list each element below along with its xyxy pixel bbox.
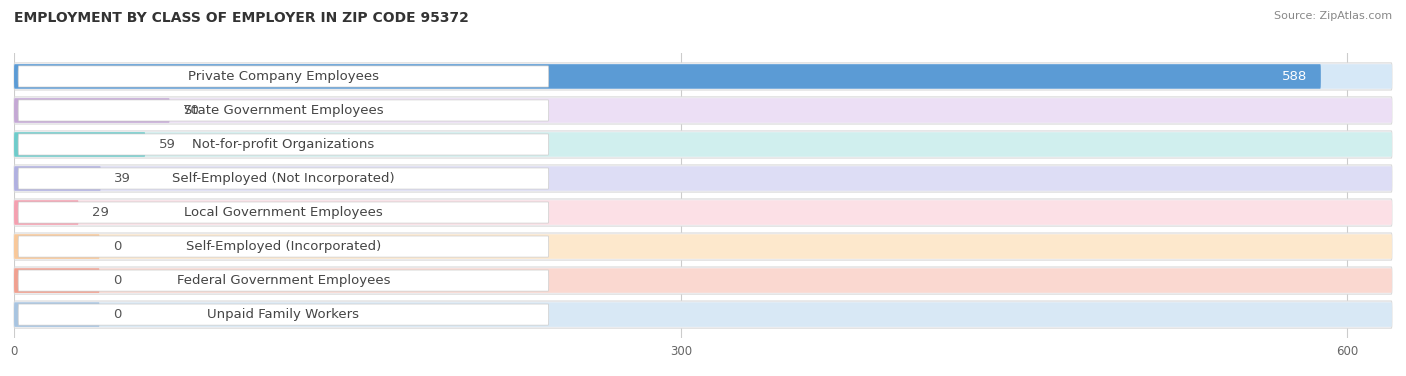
FancyBboxPatch shape bbox=[14, 98, 170, 123]
Text: 29: 29 bbox=[91, 206, 108, 219]
Text: Federal Government Employees: Federal Government Employees bbox=[177, 274, 391, 287]
Text: Not-for-profit Organizations: Not-for-profit Organizations bbox=[193, 138, 374, 151]
FancyBboxPatch shape bbox=[14, 165, 1392, 192]
Text: 0: 0 bbox=[112, 240, 121, 253]
FancyBboxPatch shape bbox=[14, 268, 100, 293]
FancyBboxPatch shape bbox=[18, 304, 548, 325]
FancyBboxPatch shape bbox=[18, 100, 548, 121]
FancyBboxPatch shape bbox=[14, 131, 1392, 158]
FancyBboxPatch shape bbox=[14, 199, 1392, 226]
Text: Self-Employed (Not Incorporated): Self-Employed (Not Incorporated) bbox=[172, 172, 395, 185]
Text: 59: 59 bbox=[159, 138, 176, 151]
FancyBboxPatch shape bbox=[14, 64, 1320, 89]
Text: Self-Employed (Incorporated): Self-Employed (Incorporated) bbox=[186, 240, 381, 253]
FancyBboxPatch shape bbox=[14, 166, 1392, 191]
FancyBboxPatch shape bbox=[14, 132, 1392, 157]
FancyBboxPatch shape bbox=[14, 301, 1392, 328]
Text: Source: ZipAtlas.com: Source: ZipAtlas.com bbox=[1274, 11, 1392, 21]
Text: 70: 70 bbox=[183, 104, 200, 117]
Text: EMPLOYMENT BY CLASS OF EMPLOYER IN ZIP CODE 95372: EMPLOYMENT BY CLASS OF EMPLOYER IN ZIP C… bbox=[14, 11, 470, 25]
FancyBboxPatch shape bbox=[14, 166, 101, 191]
FancyBboxPatch shape bbox=[14, 64, 1392, 89]
FancyBboxPatch shape bbox=[18, 236, 548, 257]
FancyBboxPatch shape bbox=[18, 66, 548, 87]
FancyBboxPatch shape bbox=[14, 234, 100, 259]
FancyBboxPatch shape bbox=[14, 200, 79, 225]
Text: State Government Employees: State Government Employees bbox=[184, 104, 384, 117]
FancyBboxPatch shape bbox=[14, 268, 1392, 293]
FancyBboxPatch shape bbox=[14, 267, 1392, 294]
Text: 0: 0 bbox=[112, 274, 121, 287]
Text: 588: 588 bbox=[1282, 70, 1308, 83]
FancyBboxPatch shape bbox=[18, 270, 548, 291]
FancyBboxPatch shape bbox=[14, 302, 100, 327]
FancyBboxPatch shape bbox=[14, 200, 1392, 225]
Text: Unpaid Family Workers: Unpaid Family Workers bbox=[208, 308, 360, 321]
FancyBboxPatch shape bbox=[14, 233, 1392, 260]
Text: 39: 39 bbox=[114, 172, 131, 185]
FancyBboxPatch shape bbox=[14, 302, 1392, 327]
FancyBboxPatch shape bbox=[18, 202, 548, 223]
Text: 0: 0 bbox=[112, 308, 121, 321]
FancyBboxPatch shape bbox=[14, 98, 1392, 123]
FancyBboxPatch shape bbox=[14, 132, 145, 157]
Text: Local Government Employees: Local Government Employees bbox=[184, 206, 382, 219]
FancyBboxPatch shape bbox=[14, 97, 1392, 124]
FancyBboxPatch shape bbox=[14, 63, 1392, 90]
Text: Private Company Employees: Private Company Employees bbox=[188, 70, 380, 83]
FancyBboxPatch shape bbox=[14, 234, 1392, 259]
FancyBboxPatch shape bbox=[18, 168, 548, 189]
FancyBboxPatch shape bbox=[18, 134, 548, 155]
